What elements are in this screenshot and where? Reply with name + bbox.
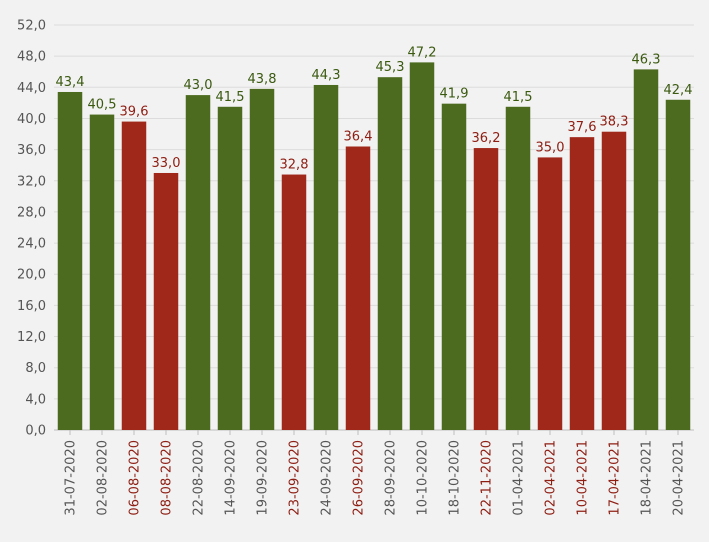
y-tick-label: 36,0 <box>17 143 46 158</box>
x-tick-label: 31-07-2020 <box>64 440 79 516</box>
y-tick-label: 4,0 <box>25 392 46 407</box>
bar-value-label: 45,3 <box>376 60 405 75</box>
value-labels: 43,440,5 39,633,043,041,543,832,844,336,4… <box>56 45 693 172</box>
x-tick-label: 23-09-2020 <box>288 440 303 516</box>
bar-value-label: 42,4 <box>664 83 693 98</box>
bar <box>505 106 531 431</box>
x-tick-label: 22-11-2020 <box>480 440 495 516</box>
bar <box>313 84 339 430</box>
bar <box>249 88 275 430</box>
bar-value-label: 39,6 <box>120 105 149 120</box>
bar-value-label: 33,0 <box>152 156 181 171</box>
bar-value-label: 36,4 <box>344 130 373 145</box>
bar <box>569 137 595 430</box>
bar-value-label: 46,3 <box>632 52 661 67</box>
x-tick-label: 17-04-2021 <box>608 440 623 516</box>
x-axis: 31-07-2020 02-08-2020 06-08-2020 08-08-2020… <box>64 430 687 516</box>
bars <box>57 62 691 431</box>
x-tick-label: 06-08-2020 <box>128 440 143 516</box>
bar <box>601 131 627 431</box>
x-tick-label: 20-04-2021 <box>672 440 687 516</box>
bar-value-label: 43,4 <box>56 75 85 90</box>
bar-value-label: 32,8 <box>280 158 309 173</box>
y-tick-label: 0,0 <box>25 424 46 439</box>
bar-value-label: 41,9 <box>440 87 469 102</box>
bar <box>121 121 147 431</box>
y-tick-label: 12,0 <box>17 330 46 345</box>
bar <box>345 146 371 430</box>
bar <box>217 106 243 431</box>
x-tick-label: 19-09-2020 <box>256 440 271 516</box>
bar-value-label: 36,2 <box>472 131 501 146</box>
y-tick-label: 8,0 <box>25 361 46 376</box>
x-tick-label: 02-04-2021 <box>544 440 559 516</box>
bar <box>633 69 659 431</box>
bar-value-label: 44,3 <box>312 68 341 83</box>
y-tick-label: 48,0 <box>17 50 46 65</box>
y-tick-label: 24,0 <box>17 237 46 252</box>
x-tick-label: 14-09-2020 <box>224 440 239 516</box>
bar-value-label: 47,2 <box>408 45 437 60</box>
y-tick-label: 28,0 <box>17 205 46 220</box>
x-tick-label: 24-09-2020 <box>320 440 335 516</box>
x-tick-label: 01-04-2021 <box>512 440 527 516</box>
bar-value-label: 37,6 <box>568 120 597 135</box>
bar-value-label: 35,0 <box>536 140 565 155</box>
bar <box>89 114 115 430</box>
x-tick-label: 02-08-2020 <box>96 440 111 516</box>
bar <box>185 95 211 430</box>
bar <box>473 148 499 431</box>
x-tick-label: 26-09-2020 <box>352 440 367 516</box>
x-tick-label: 18-04-2021 <box>640 440 655 516</box>
x-tick-label: 10-10-2020 <box>416 440 431 516</box>
bar-value-label: 43,0 <box>184 78 213 93</box>
bar <box>281 174 307 430</box>
bar-value-label: 38,3 <box>600 115 629 130</box>
x-tick-label: 18-10-2020 <box>448 440 463 516</box>
y-tick-label: 20,0 <box>17 268 46 283</box>
bar-value-label: 40,5 <box>88 98 117 113</box>
x-tick-label: 10-04-2021 <box>576 440 591 516</box>
bar-value-label: 43,8 <box>248 72 277 87</box>
bar <box>441 103 467 431</box>
x-tick-label: 22-08-2020 <box>192 440 207 516</box>
bar <box>409 62 435 431</box>
y-tick-label: 32,0 <box>17 174 46 189</box>
bar <box>57 91 83 430</box>
y-tick-label: 44,0 <box>17 81 46 96</box>
bar <box>537 157 563 430</box>
y-tick-label: 52,0 <box>17 19 46 34</box>
x-tick-label: 28-09-2020 <box>384 440 399 516</box>
bar <box>665 99 691 431</box>
x-tick-label: 08-08-2020 <box>160 440 175 516</box>
grid <box>54 24 694 431</box>
y-tick-label: 16,0 <box>17 299 46 314</box>
bar <box>153 172 179 430</box>
y-axis: 0,0 4,0 8,0 12,0 16,0 20,0 24,0 28,0 32,0 36,0 40,… <box>17 19 46 439</box>
bar-value-label: 41,5 <box>504 90 533 105</box>
y-tick-label: 40,0 <box>17 112 46 127</box>
bar-value-label: 41,5 <box>216 90 245 105</box>
bar <box>377 77 403 431</box>
